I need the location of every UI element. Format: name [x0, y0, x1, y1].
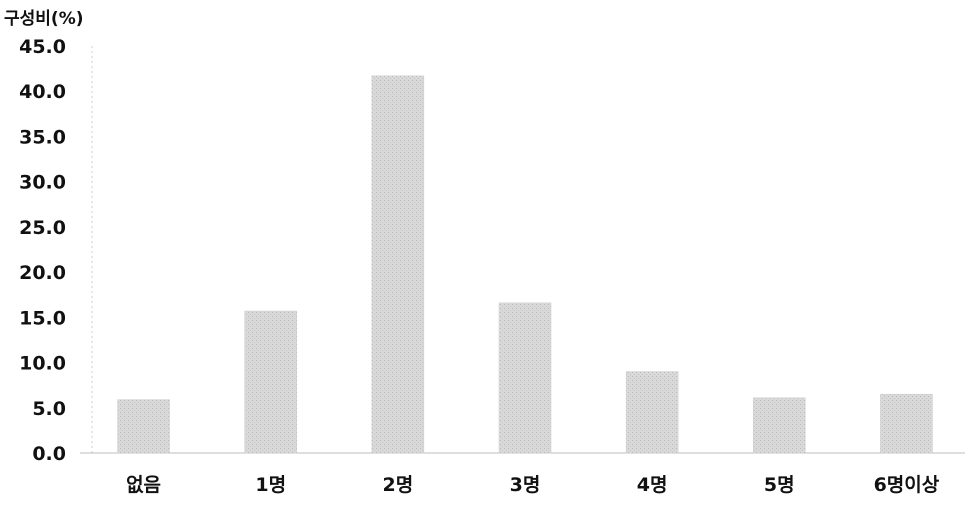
x-tick-label: 2명: [383, 474, 414, 496]
y-tick-label: 20.0: [19, 262, 66, 284]
y-tick-label: 0.0: [32, 443, 66, 465]
y-tick-label: 25.0: [19, 217, 66, 239]
x-tick-label: 5명: [764, 474, 795, 496]
x-ticks: 없음 1명 2명 3명 4명 5명 6명이상: [126, 474, 940, 496]
bar: [372, 76, 424, 453]
y-tick-label: 35.0: [19, 126, 66, 148]
y-tick-label: 40.0: [19, 81, 66, 103]
y-axis-title: 구성비(%): [4, 9, 84, 29]
y-ticks: 0.0 5.0 10.0 15.0 20.0 25.0 30.0 35.0 40.0 45.0: [19, 36, 66, 465]
bars: [118, 76, 933, 453]
x-tick-label: 1명: [255, 474, 286, 496]
y-tick-label: 45.0: [19, 36, 66, 58]
bar: [753, 398, 805, 453]
bar: [499, 303, 551, 453]
bar: [245, 311, 297, 453]
bar: [626, 372, 678, 453]
bar: [118, 400, 170, 453]
x-tick-label: 6명이상: [874, 474, 940, 496]
y-tick-label: 30.0: [19, 172, 66, 194]
x-tick-label: 4명: [637, 474, 668, 496]
bar: [880, 394, 932, 453]
y-tick-label: 5.0: [32, 398, 66, 420]
x-tick-label: 3명: [510, 474, 541, 496]
y-tick-label: 10.0: [19, 353, 66, 375]
x-tick-label: 없음: [126, 474, 161, 496]
y-tick-label: 15.0: [19, 307, 66, 329]
